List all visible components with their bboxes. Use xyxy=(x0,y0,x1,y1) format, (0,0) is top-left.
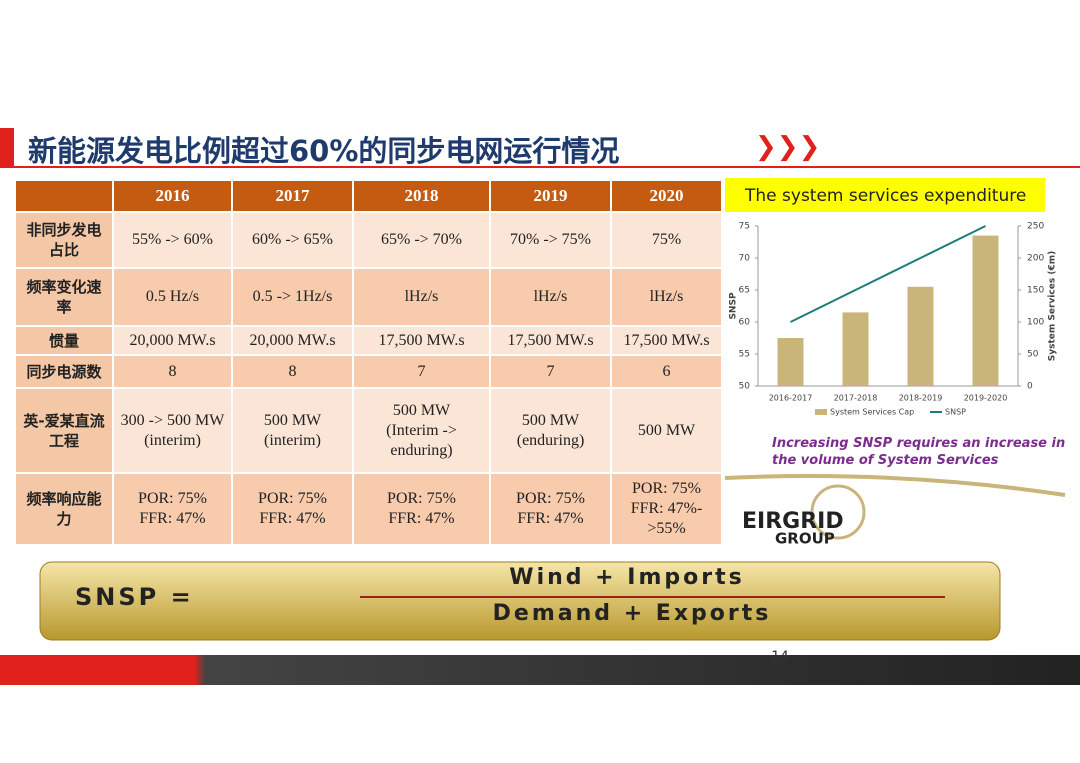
table-cell: 70% -> 75% xyxy=(490,212,611,268)
chart-title: The system services expenditure xyxy=(744,186,1026,206)
table-cell: 500 MW xyxy=(611,388,722,473)
logo-ring xyxy=(810,484,866,540)
column-header: 2017 xyxy=(232,180,353,212)
column-header: 2016 xyxy=(113,180,232,212)
table-cell: 8 xyxy=(113,355,232,388)
y-tick-label: 55 xyxy=(739,350,750,360)
formula-numerator: Wind + Imports xyxy=(509,565,744,590)
y2-tick-label: 0 xyxy=(1027,382,1033,392)
title-arrows: ❯❯❯ xyxy=(755,132,821,162)
table-cell: 500 MW (enduring) xyxy=(490,388,611,473)
bar xyxy=(842,312,869,386)
table-cell: 65% -> 70% xyxy=(353,212,490,268)
footer-bar xyxy=(0,655,1080,685)
y-tick-label: 50 xyxy=(739,382,751,392)
title-accent xyxy=(0,128,14,168)
table-cell: 7 xyxy=(353,355,490,388)
column-header: 2019 xyxy=(490,180,611,212)
y-axis-title: SNSP xyxy=(729,292,739,319)
table-cell: 0.5 Hz/s xyxy=(113,268,232,326)
row-label: 英-爱某直流工程 xyxy=(15,388,113,473)
table-cell: 7 xyxy=(490,355,611,388)
y2-tick-label: 150 xyxy=(1027,286,1044,296)
bar xyxy=(907,286,934,386)
header-corner xyxy=(15,180,113,212)
table-cell: POR: 75% FFR: 47% xyxy=(113,473,232,545)
table-cell: 500 MW (interim) xyxy=(232,388,353,473)
y2-tick-label: 50 xyxy=(1027,350,1039,360)
y-tick-label: 60 xyxy=(739,318,751,328)
swoosh xyxy=(724,474,1066,497)
x-tick-label: 2016-2017 xyxy=(769,394,813,403)
formula-box xyxy=(39,561,1001,641)
table-cell: 300 -> 500 MW (interim) xyxy=(113,388,232,473)
table-cell: POR: 75% FFR: 47%- >55% xyxy=(611,473,722,545)
formula-lhs: SNSP = xyxy=(75,583,194,611)
table-cell: 60% -> 65% xyxy=(232,212,353,268)
caption: Increasing SNSP requires an increase in t… xyxy=(772,436,1065,468)
slide-title: 新能源发电比例超过60%的同步电网运行情况 xyxy=(28,134,620,168)
line xyxy=(790,225,986,323)
table-cell: 17,500 MW.s xyxy=(490,326,611,355)
column-header: 2018 xyxy=(353,180,490,212)
row-label: 同步电源数 xyxy=(15,355,113,388)
table-cell: 0.5 -> 1Hz/s xyxy=(232,268,353,326)
y2-axis-title: System Services (€m) xyxy=(1048,251,1058,361)
row-label: 频率响应能力 xyxy=(15,473,113,545)
page-number: 14 xyxy=(771,649,789,665)
table-cell: POR: 75% FFR: 47% xyxy=(232,473,353,545)
bar xyxy=(777,338,804,386)
y-tick-label: 65 xyxy=(739,286,750,296)
y2-tick-label: 200 xyxy=(1027,254,1044,264)
table-cell: 6 xyxy=(611,355,722,388)
y2-tick-label: 250 xyxy=(1027,222,1044,232)
x-tick-label: 2018-2019 xyxy=(899,394,943,403)
table-cell: 20,000 MW.s xyxy=(113,326,232,355)
row-label: 非同步发电占比 xyxy=(15,212,113,268)
legend-swatch xyxy=(815,409,827,415)
legend-label: System Services Cap xyxy=(830,408,914,417)
row-label: 频率变化速率 xyxy=(15,268,113,326)
y-tick-label: 70 xyxy=(739,254,751,264)
logo-name: EIRGRID xyxy=(742,509,844,534)
formula-denominator: Demand + Exports xyxy=(493,601,772,626)
table-cell: POR: 75% FFR: 47% xyxy=(353,473,490,545)
title-rule xyxy=(0,166,1080,168)
table-cell: 500 MW (Interim -> enduring) xyxy=(353,388,490,473)
y2-tick-label: 100 xyxy=(1027,318,1044,328)
table-cell: 17,500 MW.s xyxy=(353,326,490,355)
logo-sub: GROUP xyxy=(775,530,835,548)
table-cell: POR: 75% FFR: 47% xyxy=(490,473,611,545)
bar xyxy=(972,235,999,386)
row-label: 惯量 xyxy=(15,326,113,355)
table-cell: 55% -> 60% xyxy=(113,212,232,268)
table-cell: 8 xyxy=(232,355,353,388)
table-cell: lHz/s xyxy=(353,268,490,326)
table-cell: lHz/s xyxy=(490,268,611,326)
table-cell: 75% xyxy=(611,212,722,268)
column-header: 2020 xyxy=(611,180,722,212)
chart-title-box xyxy=(725,178,1045,212)
table-cell: 17,500 MW.s xyxy=(611,326,722,355)
x-tick-label: 2019-2020 xyxy=(964,394,1008,403)
table-cell: 20,000 MW.s xyxy=(232,326,353,355)
y-tick-label: 75 xyxy=(739,222,750,232)
table-cell: lHz/s xyxy=(611,268,722,326)
legend-label: SNSP xyxy=(945,408,966,417)
x-tick-label: 2017-2018 xyxy=(834,394,878,403)
